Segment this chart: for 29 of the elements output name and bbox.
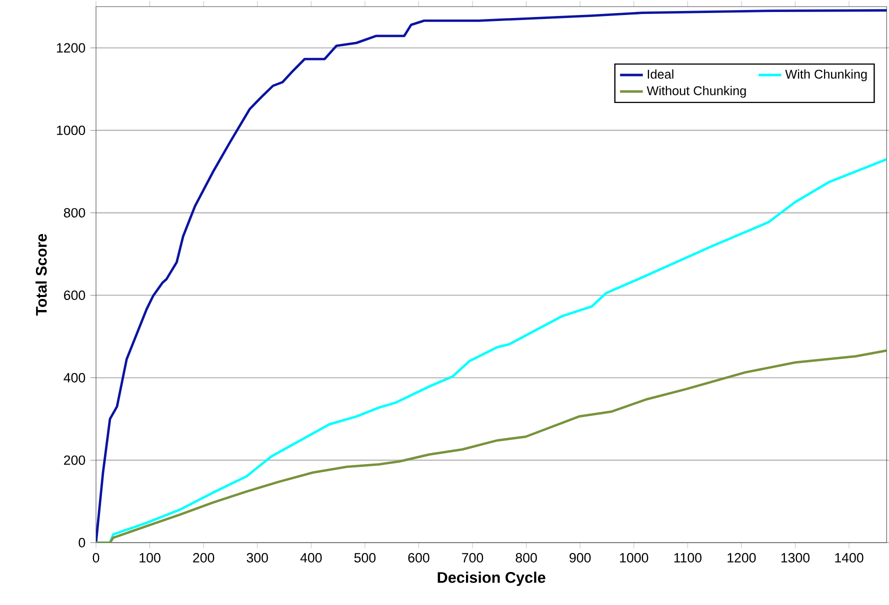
x-tick-label: 800 (516, 553, 537, 562)
x-tick-label: 700 (462, 553, 484, 562)
x-tick-label: 300 (246, 553, 268, 562)
line-series (96, 349, 887, 543)
x-tick-label: 1000 (620, 553, 648, 562)
x-tick-label: 900 (570, 553, 591, 562)
legend-label: Ideal (648, 69, 674, 79)
x-tick-label: 400 (300, 553, 322, 562)
x-tick-label: 1400 (835, 553, 864, 562)
y-tick-label: 800 (64, 208, 86, 218)
x-axis-title: Decision Cycle (438, 572, 546, 586)
y-tick-label: 600 (64, 290, 86, 300)
x-tick-label: 1100 (674, 553, 702, 562)
y-axis-title: Total Score (36, 234, 47, 316)
line-series (96, 9, 887, 543)
x-tick-label: 100 (140, 553, 160, 562)
x-tick-label: 1200 (728, 553, 756, 562)
legend-label: Without Chunking (646, 86, 746, 98)
x-tick-label: 0 (92, 553, 100, 562)
x-tick-label: 200 (193, 553, 214, 562)
x-tick-label: 500 (354, 553, 376, 562)
y-tick-label: 1200 (56, 43, 86, 53)
y-tick-label: 1000 (56, 126, 86, 136)
x-tick-label: 600 (408, 553, 430, 562)
x-tick-label: 1300 (781, 553, 810, 562)
y-tick-label: 200 (64, 455, 86, 465)
legend-label: With Chunking (785, 69, 867, 82)
y-tick-label: 400 (64, 373, 86, 382)
y-tick-label: 0 (78, 538, 86, 548)
